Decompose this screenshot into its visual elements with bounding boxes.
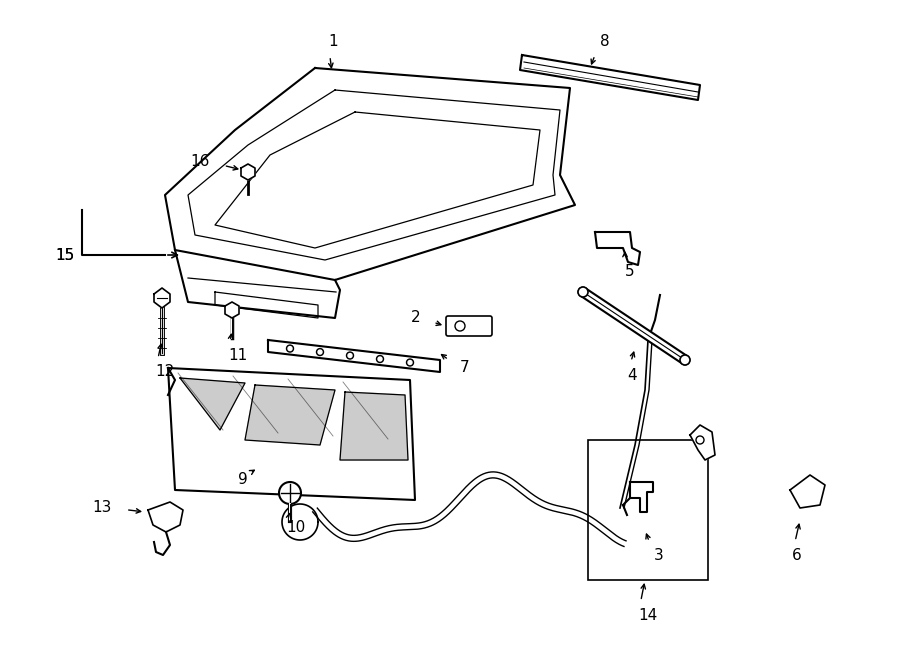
Circle shape [455, 321, 465, 331]
Polygon shape [175, 250, 340, 318]
Text: 9: 9 [238, 473, 248, 488]
Circle shape [318, 350, 322, 354]
Polygon shape [520, 55, 700, 100]
Polygon shape [225, 302, 239, 318]
Circle shape [408, 360, 412, 364]
Circle shape [348, 354, 352, 358]
Text: 3: 3 [654, 547, 664, 563]
Text: 1: 1 [328, 34, 338, 50]
Text: 2: 2 [410, 311, 420, 325]
Circle shape [680, 355, 690, 365]
Polygon shape [268, 340, 440, 372]
Text: 10: 10 [286, 520, 305, 535]
Circle shape [407, 359, 413, 366]
Text: 6: 6 [792, 547, 802, 563]
Polygon shape [168, 368, 415, 500]
Text: 5: 5 [625, 264, 634, 280]
Polygon shape [790, 475, 825, 508]
Text: 16: 16 [191, 155, 210, 169]
Polygon shape [630, 482, 653, 512]
Polygon shape [595, 232, 640, 265]
Polygon shape [165, 68, 575, 280]
Circle shape [317, 348, 323, 356]
Polygon shape [241, 164, 255, 180]
Circle shape [378, 357, 382, 361]
Circle shape [279, 482, 301, 504]
Polygon shape [245, 385, 335, 445]
Text: 13: 13 [93, 500, 112, 516]
Text: 7: 7 [460, 360, 470, 375]
FancyBboxPatch shape [446, 316, 492, 336]
Circle shape [376, 356, 383, 362]
Text: 12: 12 [155, 364, 175, 379]
Polygon shape [154, 288, 170, 308]
Text: 14: 14 [638, 607, 657, 623]
Text: 11: 11 [228, 348, 248, 362]
Polygon shape [340, 392, 408, 460]
Polygon shape [148, 502, 183, 532]
Text: 15: 15 [56, 247, 75, 262]
Circle shape [696, 436, 704, 444]
Circle shape [346, 352, 354, 359]
Circle shape [288, 346, 292, 350]
Circle shape [578, 287, 588, 297]
Text: 8: 8 [600, 34, 609, 50]
Polygon shape [180, 378, 245, 430]
Text: 15: 15 [56, 247, 75, 262]
Polygon shape [690, 425, 715, 460]
Bar [588, 440, 708, 580]
Circle shape [286, 345, 293, 352]
Text: 4: 4 [627, 368, 636, 383]
